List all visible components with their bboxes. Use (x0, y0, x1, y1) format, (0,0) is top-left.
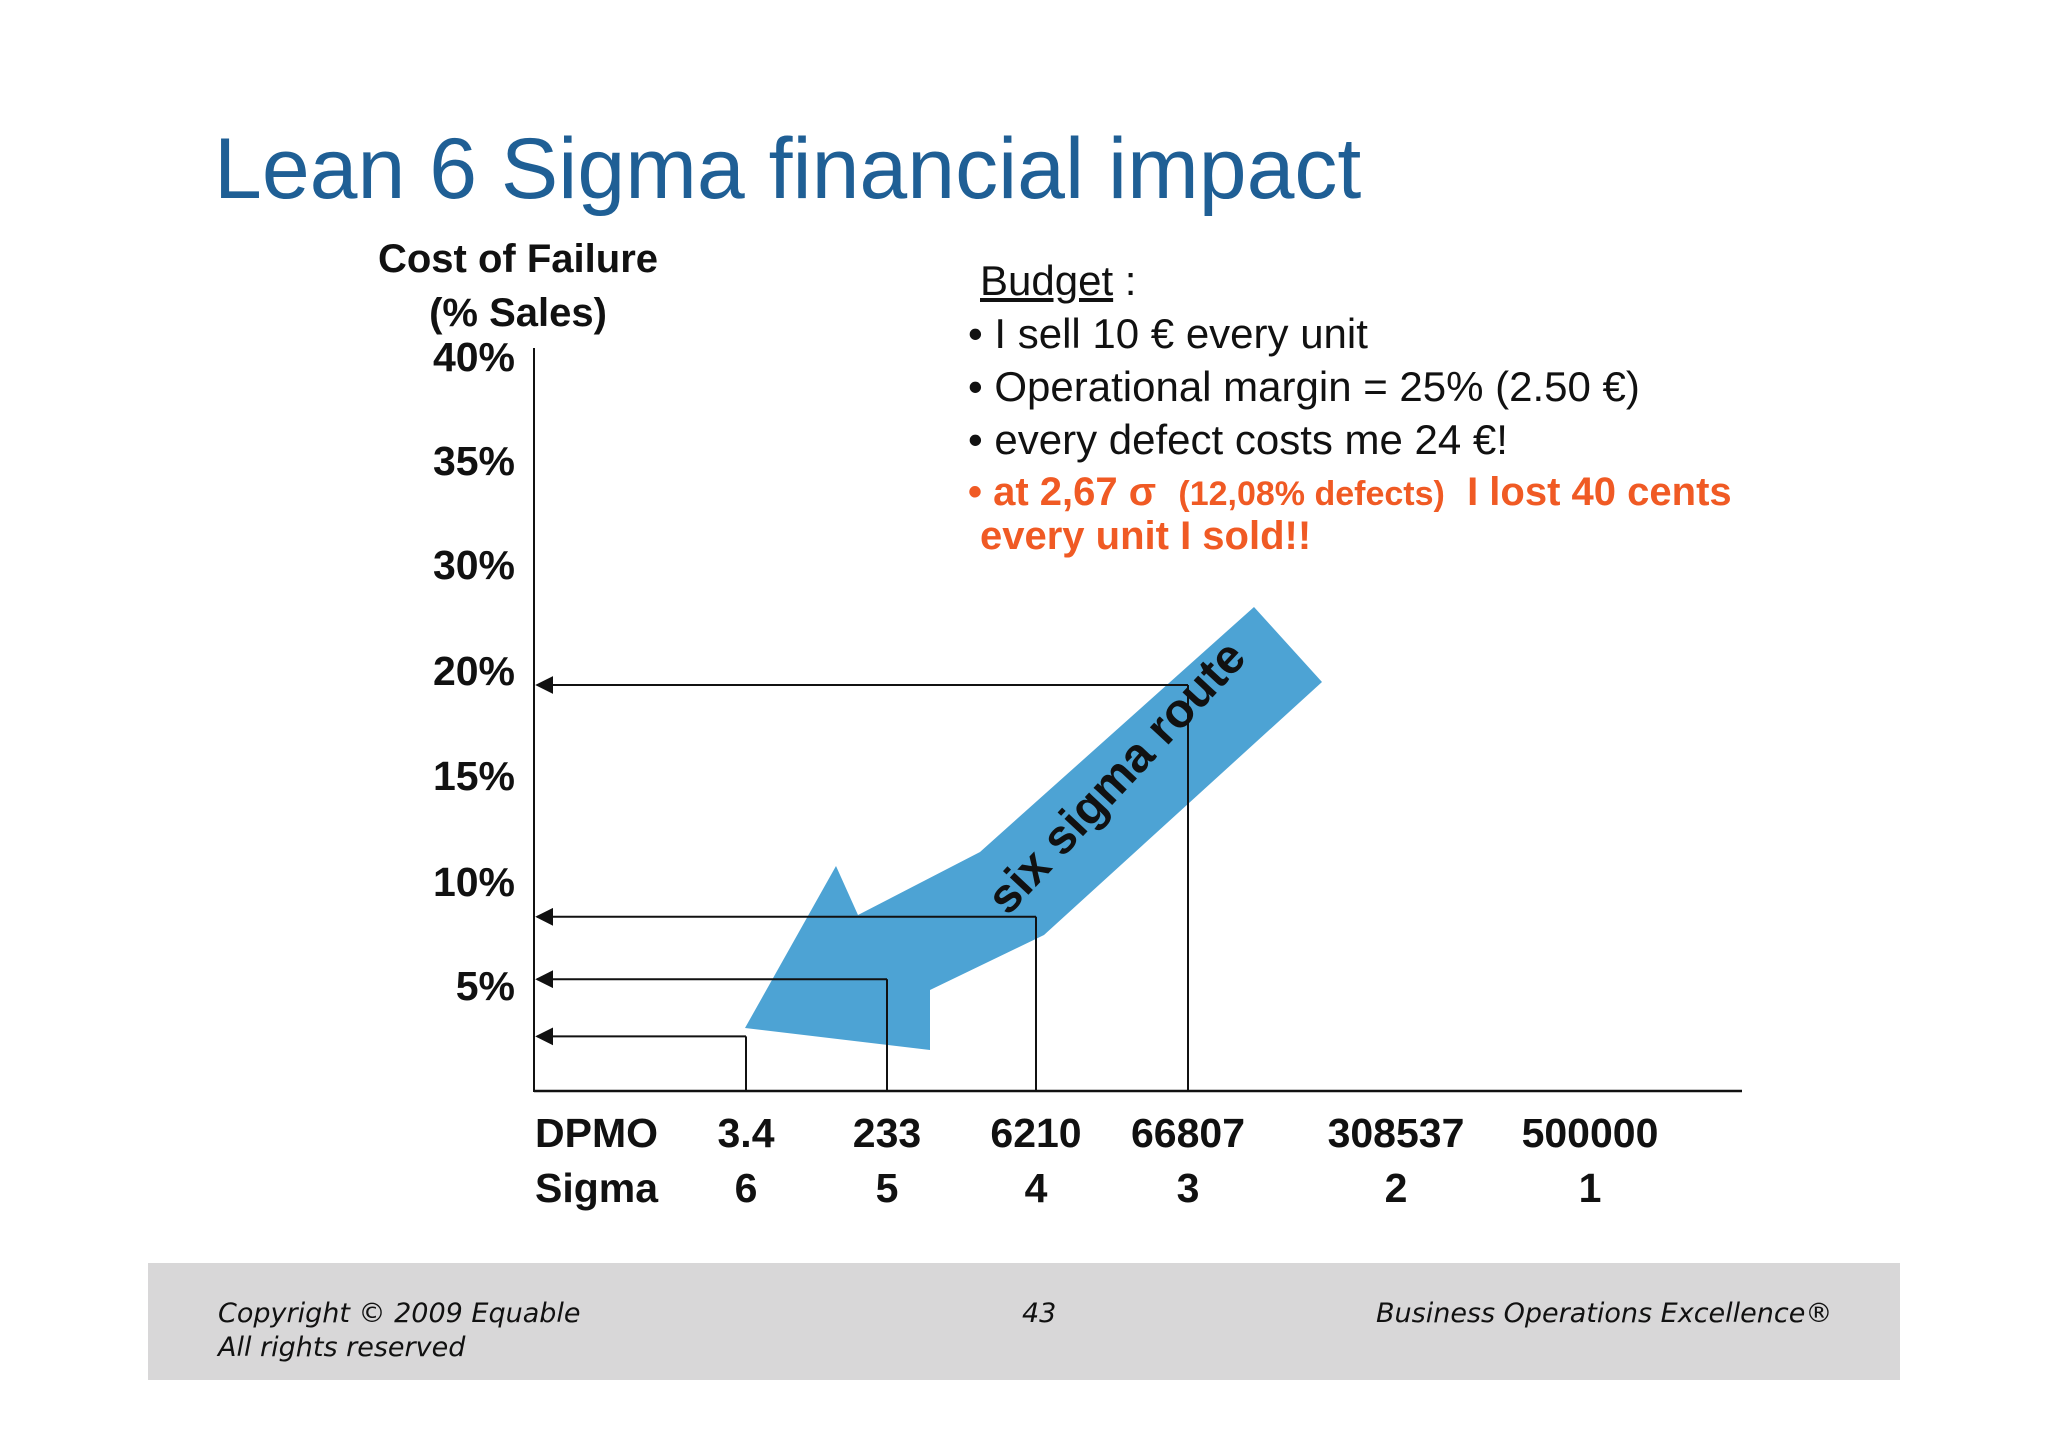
x-tick-dpmo: 6210 (990, 1110, 1081, 1156)
budget-note: Budget : • I sell 10 € every unit • Oper… (968, 254, 1732, 558)
x-tick-sigma: 4 (1025, 1165, 1048, 1211)
budget-bullet: • I sell 10 € every unit (968, 310, 1368, 357)
budget-highlight: • at 2,67 σ (12,08% defects) I lost 40 c… (968, 470, 1732, 514)
y-tick-label: 40% (433, 334, 515, 380)
footer-brand: Business Operations Excellence® (1376, 1298, 1833, 1329)
page-number: 43 (1022, 1298, 1057, 1329)
y-tick-label: 5% (456, 963, 515, 1009)
x-tick-dpmo: 308537 (1328, 1110, 1465, 1156)
y-axis-label-line1: Cost of Failure (378, 237, 658, 281)
copyright-line1: Copyright © 2009 Equable (218, 1298, 581, 1329)
copyright-line2: All rights reserved (218, 1332, 466, 1363)
x-tick-sigma: 2 (1385, 1165, 1408, 1211)
budget-highlight-line2: every unit I sold!! (980, 514, 1312, 558)
page-title: Lean 6 Sigma financial impact (214, 121, 1362, 217)
data-point-leaders (535, 676, 1189, 1091)
x-tick-labels: 3.4 6 233 5 6210 4 66807 3 308537 2 500000 1 (718, 1110, 1659, 1211)
budget-bullet: • every defect costs me 24 €! (968, 416, 1508, 463)
x-row1-label: DPMO (535, 1110, 658, 1156)
y-tick-label: 35% (433, 438, 515, 484)
x-row2-label: Sigma (535, 1165, 659, 1211)
footer-bar: Copyright © 2009 Equable All rights rese… (148, 1263, 1900, 1380)
budget-header-colon: : (1113, 257, 1137, 304)
x-tick-sigma: 5 (876, 1165, 899, 1211)
six-sigma-route-arrow (745, 607, 1322, 1050)
x-tick-sigma: 3 (1177, 1165, 1200, 1211)
y-tick-label: 30% (433, 542, 515, 588)
y-tick-label: 20% (433, 648, 515, 694)
x-tick-dpmo: 500000 (1522, 1110, 1659, 1156)
y-tick-label: 10% (433, 859, 515, 905)
y-tick-label: 15% (433, 753, 515, 799)
y-axis-label-line2: (% Sales) (429, 291, 607, 335)
y-tick-labels: 40% 35% 30% 20% 15% 10% 5% (433, 334, 515, 1009)
x-tick-sigma: 6 (735, 1165, 758, 1211)
x-tick-sigma: 1 (1579, 1165, 1602, 1211)
x-tick-dpmo: 66807 (1131, 1110, 1245, 1156)
budget-bullet: • Operational margin = 25% (2.50 €) (968, 363, 1640, 410)
x-tick-dpmo: 233 (853, 1110, 921, 1156)
x-tick-dpmo: 3.4 (718, 1110, 775, 1156)
budget-header: Budget (980, 257, 1114, 304)
